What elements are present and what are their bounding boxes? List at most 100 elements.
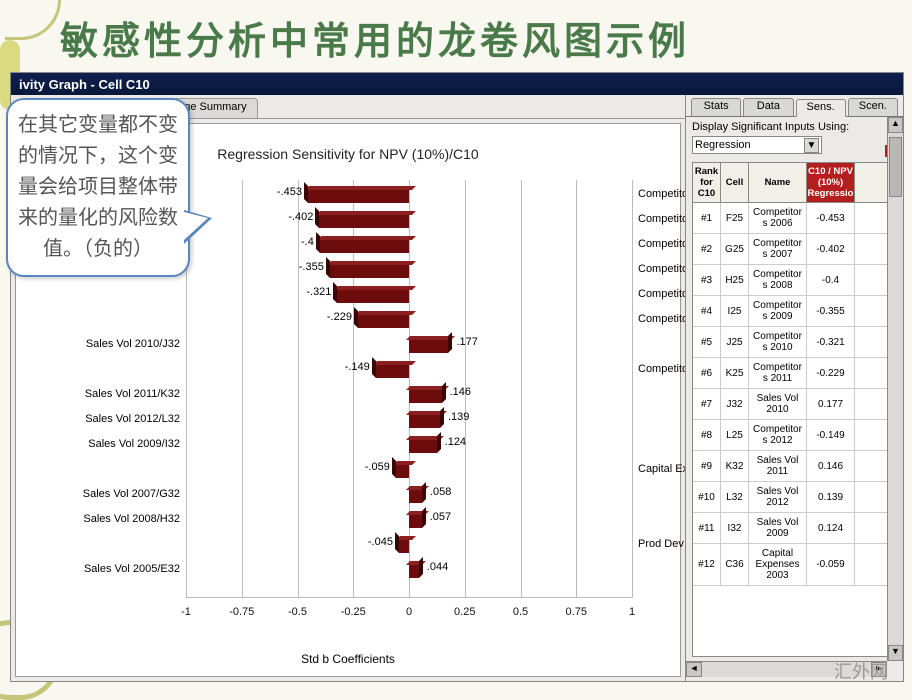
table-col-header[interactable]: Cell: [721, 163, 749, 202]
tornado-bar[interactable]: [399, 540, 409, 553]
watermark: 汇外网: [834, 658, 888, 684]
bar-category-label: Sales Vol 2008/H32: [0, 513, 180, 525]
table-cell: 0.177: [807, 389, 855, 419]
side-tab-scen[interactable]: Scen.: [848, 98, 898, 116]
tornado-bar[interactable]: [337, 290, 409, 303]
tornado-bar[interactable]: [409, 415, 440, 428]
table-cell: -0.059: [807, 544, 855, 585]
decoration-swoosh: [5, 0, 61, 40]
bar-category-label: Sales Vol 2011/K32: [0, 388, 180, 400]
side-tab-stats[interactable]: Stats: [691, 98, 741, 116]
bar-category-label: Sales Vol 2012/L32: [0, 413, 180, 425]
table-cell: 0.139: [807, 482, 855, 512]
window-titlebar[interactable]: ivity Graph - Cell C10: [11, 73, 903, 95]
table-cell: G25: [721, 234, 749, 264]
bar-category-label: Sales Vol 2010/J32: [0, 338, 180, 350]
bar-row: -.402Competitors 2007/G25: [186, 209, 632, 233]
scroll-up-button[interactable]: ▲: [888, 117, 903, 133]
table-row[interactable]: #7J32Sales Vol 20100.177: [693, 389, 896, 420]
side-tab-sens[interactable]: Sens.: [796, 99, 846, 117]
tornado-bar[interactable]: [308, 190, 409, 203]
tornado-bar[interactable]: [358, 315, 409, 328]
bar-row: -.453Competitors 2006/F25: [186, 184, 632, 208]
vertical-scrollbar[interactable]: ▲ ▼: [887, 117, 903, 661]
table-cell: Capital Expenses 2003: [749, 544, 807, 585]
table-cell: Sales Vol 2010: [749, 389, 807, 419]
inputs-select-value: Regression: [695, 139, 751, 151]
table-row[interactable]: #9K32Sales Vol 20110.146: [693, 451, 896, 482]
bar-value-label: .124: [445, 436, 466, 448]
bar-row: .124Sales Vol 2009/I32: [186, 434, 632, 458]
tornado-bar[interactable]: [319, 215, 409, 228]
scrollbar-thumb[interactable]: [889, 137, 902, 197]
inputs-select[interactable]: Regression ▼: [692, 136, 822, 154]
x-tick-label: -0.75: [229, 606, 254, 618]
table-row[interactable]: #6K25Competitor s 2011-0.229: [693, 358, 896, 389]
table-row[interactable]: #4I25Competitor s 2009-0.355: [693, 296, 896, 327]
table-row[interactable]: #11I32Sales Vol 20090.124: [693, 513, 896, 544]
tornado-bar[interactable]: [320, 240, 409, 253]
bar-value-label: -.402: [288, 211, 313, 223]
table-cell: C36: [721, 544, 749, 585]
table-cell: #2: [693, 234, 721, 264]
table-cell: -0.321: [807, 327, 855, 357]
bar-category-label: Sales Vol 2007/G32: [0, 488, 180, 500]
scroll-left-button[interactable]: ◄: [686, 662, 702, 677]
table-cell: K32: [721, 451, 749, 481]
side-tab-data[interactable]: Data: [743, 98, 793, 116]
bar-value-label: .057: [430, 511, 451, 523]
table-row[interactable]: #5J25Competitor s 2010-0.321: [693, 327, 896, 358]
table-row[interactable]: #10L32Sales Vol 20120.139: [693, 482, 896, 513]
table-cell: J25: [721, 327, 749, 357]
tornado-bar[interactable]: [409, 440, 437, 453]
bar-value-label: .139: [448, 411, 469, 423]
table-cell: L32: [721, 482, 749, 512]
table-cell: -0.355: [807, 296, 855, 326]
chevron-down-icon: ▼: [804, 138, 819, 153]
side-panel: StatsDataSens.Scen. Display Significant …: [685, 95, 903, 681]
tornado-bar[interactable]: [396, 465, 409, 478]
table-cell: Competitor s 2009: [749, 296, 807, 326]
table-cell: #7: [693, 389, 721, 419]
table-row[interactable]: #8L25Competitor s 2012-0.149: [693, 420, 896, 451]
table-col-header[interactable]: Rank for C10: [693, 163, 721, 202]
bar-category-label: Sales Vol 2009/I32: [0, 438, 180, 450]
tornado-bar[interactable]: [376, 365, 409, 378]
tornado-bar[interactable]: [330, 265, 409, 278]
table-cell: Competitor s 2010: [749, 327, 807, 357]
bar-row: .057Sales Vol 2008/H32: [186, 509, 632, 533]
table-row[interactable]: #3H25Competitor s 2008-0.4: [693, 265, 896, 296]
tornado-bar[interactable]: [409, 490, 422, 503]
tornado-bar[interactable]: [409, 340, 448, 353]
table-cell: I32: [721, 513, 749, 543]
table-cell: Sales Vol 2009: [749, 513, 807, 543]
table-row[interactable]: #2G25Competitor s 2007-0.402: [693, 234, 896, 265]
bar-row: .058Sales Vol 2007/G32: [186, 484, 632, 508]
tornado-bar[interactable]: [409, 390, 442, 403]
table-cell: 0.146: [807, 451, 855, 481]
bar-value-label: -.4: [301, 236, 314, 248]
bar-value-label: .177: [456, 336, 477, 348]
table-cell: Competitor s 2006: [749, 203, 807, 233]
table-cell: #1: [693, 203, 721, 233]
tornado-bar[interactable]: [409, 515, 422, 528]
table-cell: -0.149: [807, 420, 855, 450]
table-cell: #12: [693, 544, 721, 585]
table-row[interactable]: #1F25Competitor s 2006-0.453: [693, 203, 896, 234]
table-cell: H25: [721, 265, 749, 295]
tornado-bar[interactable]: [409, 565, 419, 578]
table-row[interactable]: #12C36Capital Expenses 2003-0.059: [693, 544, 896, 586]
table-cell: -0.229: [807, 358, 855, 388]
bar-row: .044Sales Vol 2005/E32: [186, 559, 632, 583]
bar-value-label: .058: [430, 486, 451, 498]
scroll-down-button[interactable]: ▼: [888, 645, 903, 661]
bar-row: .139Sales Vol 2012/L32: [186, 409, 632, 433]
x-axis-line: [186, 597, 632, 598]
table-col-header[interactable]: Name: [749, 163, 807, 202]
side-tab-strip: StatsDataSens.Scen.: [686, 95, 903, 117]
bar-row: -.355Competitors 2009/I25: [186, 259, 632, 283]
table-col-header[interactable]: C10 / NPV (10%) Regressio: [807, 163, 855, 202]
table-cell: Sales Vol 2011: [749, 451, 807, 481]
table-header: Rank for C10CellNameC10 / NPV (10%) Regr…: [693, 163, 896, 203]
bar-row: -.045Prod Dev 2003/C35: [186, 534, 632, 558]
